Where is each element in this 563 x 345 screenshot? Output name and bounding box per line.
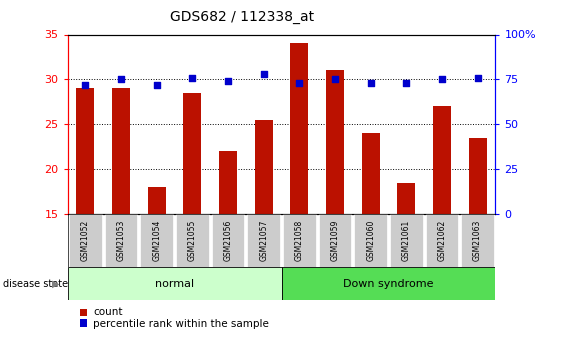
Bar bbox=[148, 187, 166, 214]
Bar bbox=[326, 70, 344, 214]
Text: count: count bbox=[93, 307, 122, 317]
Bar bbox=[112, 88, 130, 214]
Text: GSM21059: GSM21059 bbox=[330, 220, 339, 261]
Bar bbox=[212, 215, 244, 267]
Bar bbox=[319, 215, 351, 267]
Point bbox=[188, 75, 197, 80]
Bar bbox=[426, 215, 458, 267]
Bar bbox=[247, 215, 280, 267]
Bar bbox=[397, 183, 415, 214]
Text: GSM21053: GSM21053 bbox=[117, 220, 126, 261]
Bar bbox=[283, 215, 316, 267]
Bar bbox=[69, 215, 102, 267]
Point bbox=[117, 77, 126, 82]
Text: GSM21054: GSM21054 bbox=[152, 220, 161, 261]
Bar bbox=[354, 215, 387, 267]
Bar bbox=[468, 138, 486, 214]
Text: Down syndrome: Down syndrome bbox=[343, 279, 434, 289]
Bar bbox=[68, 267, 282, 300]
Bar bbox=[282, 267, 495, 300]
Point bbox=[473, 75, 482, 80]
Bar bbox=[79, 309, 87, 316]
Text: disease state: disease state bbox=[3, 279, 68, 289]
Bar bbox=[254, 120, 272, 214]
Text: normal: normal bbox=[155, 279, 194, 289]
Text: GSM21055: GSM21055 bbox=[188, 220, 197, 261]
Bar bbox=[390, 215, 423, 267]
Point bbox=[152, 82, 161, 88]
Bar bbox=[361, 133, 379, 214]
Text: GSM21063: GSM21063 bbox=[473, 220, 482, 261]
Bar bbox=[105, 215, 137, 267]
Text: GSM21057: GSM21057 bbox=[259, 220, 268, 261]
Text: GSM21056: GSM21056 bbox=[224, 220, 233, 261]
Text: percentile rank within the sample: percentile rank within the sample bbox=[93, 319, 269, 329]
Bar bbox=[184, 93, 202, 214]
Text: GDS682 / 112338_at: GDS682 / 112338_at bbox=[170, 10, 314, 24]
Bar bbox=[77, 88, 95, 214]
Point bbox=[330, 77, 339, 82]
Text: GSM21060: GSM21060 bbox=[366, 220, 375, 261]
Bar bbox=[433, 106, 451, 214]
Point bbox=[295, 80, 304, 86]
Bar bbox=[140, 215, 173, 267]
Bar bbox=[461, 215, 494, 267]
Text: GSM21058: GSM21058 bbox=[295, 220, 304, 261]
Bar bbox=[291, 43, 309, 214]
Text: GSM21052: GSM21052 bbox=[81, 220, 90, 261]
Bar bbox=[176, 215, 209, 267]
Point bbox=[81, 82, 90, 88]
Bar bbox=[79, 319, 87, 327]
Bar bbox=[219, 151, 237, 214]
Text: GSM21061: GSM21061 bbox=[402, 220, 411, 261]
Point bbox=[402, 80, 411, 86]
Point bbox=[437, 77, 446, 82]
Text: ▶: ▶ bbox=[52, 279, 59, 289]
Text: GSM21062: GSM21062 bbox=[437, 220, 446, 261]
Point bbox=[366, 80, 375, 86]
Point bbox=[259, 71, 268, 77]
Point bbox=[224, 78, 233, 84]
